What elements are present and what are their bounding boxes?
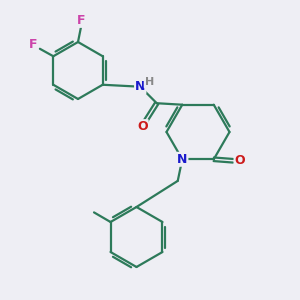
- Text: N: N: [177, 153, 188, 166]
- Text: N: N: [135, 80, 146, 93]
- Text: O: O: [235, 154, 245, 167]
- Text: O: O: [137, 120, 148, 133]
- Text: H: H: [145, 77, 154, 87]
- Text: F: F: [29, 38, 38, 51]
- Text: F: F: [77, 14, 85, 27]
